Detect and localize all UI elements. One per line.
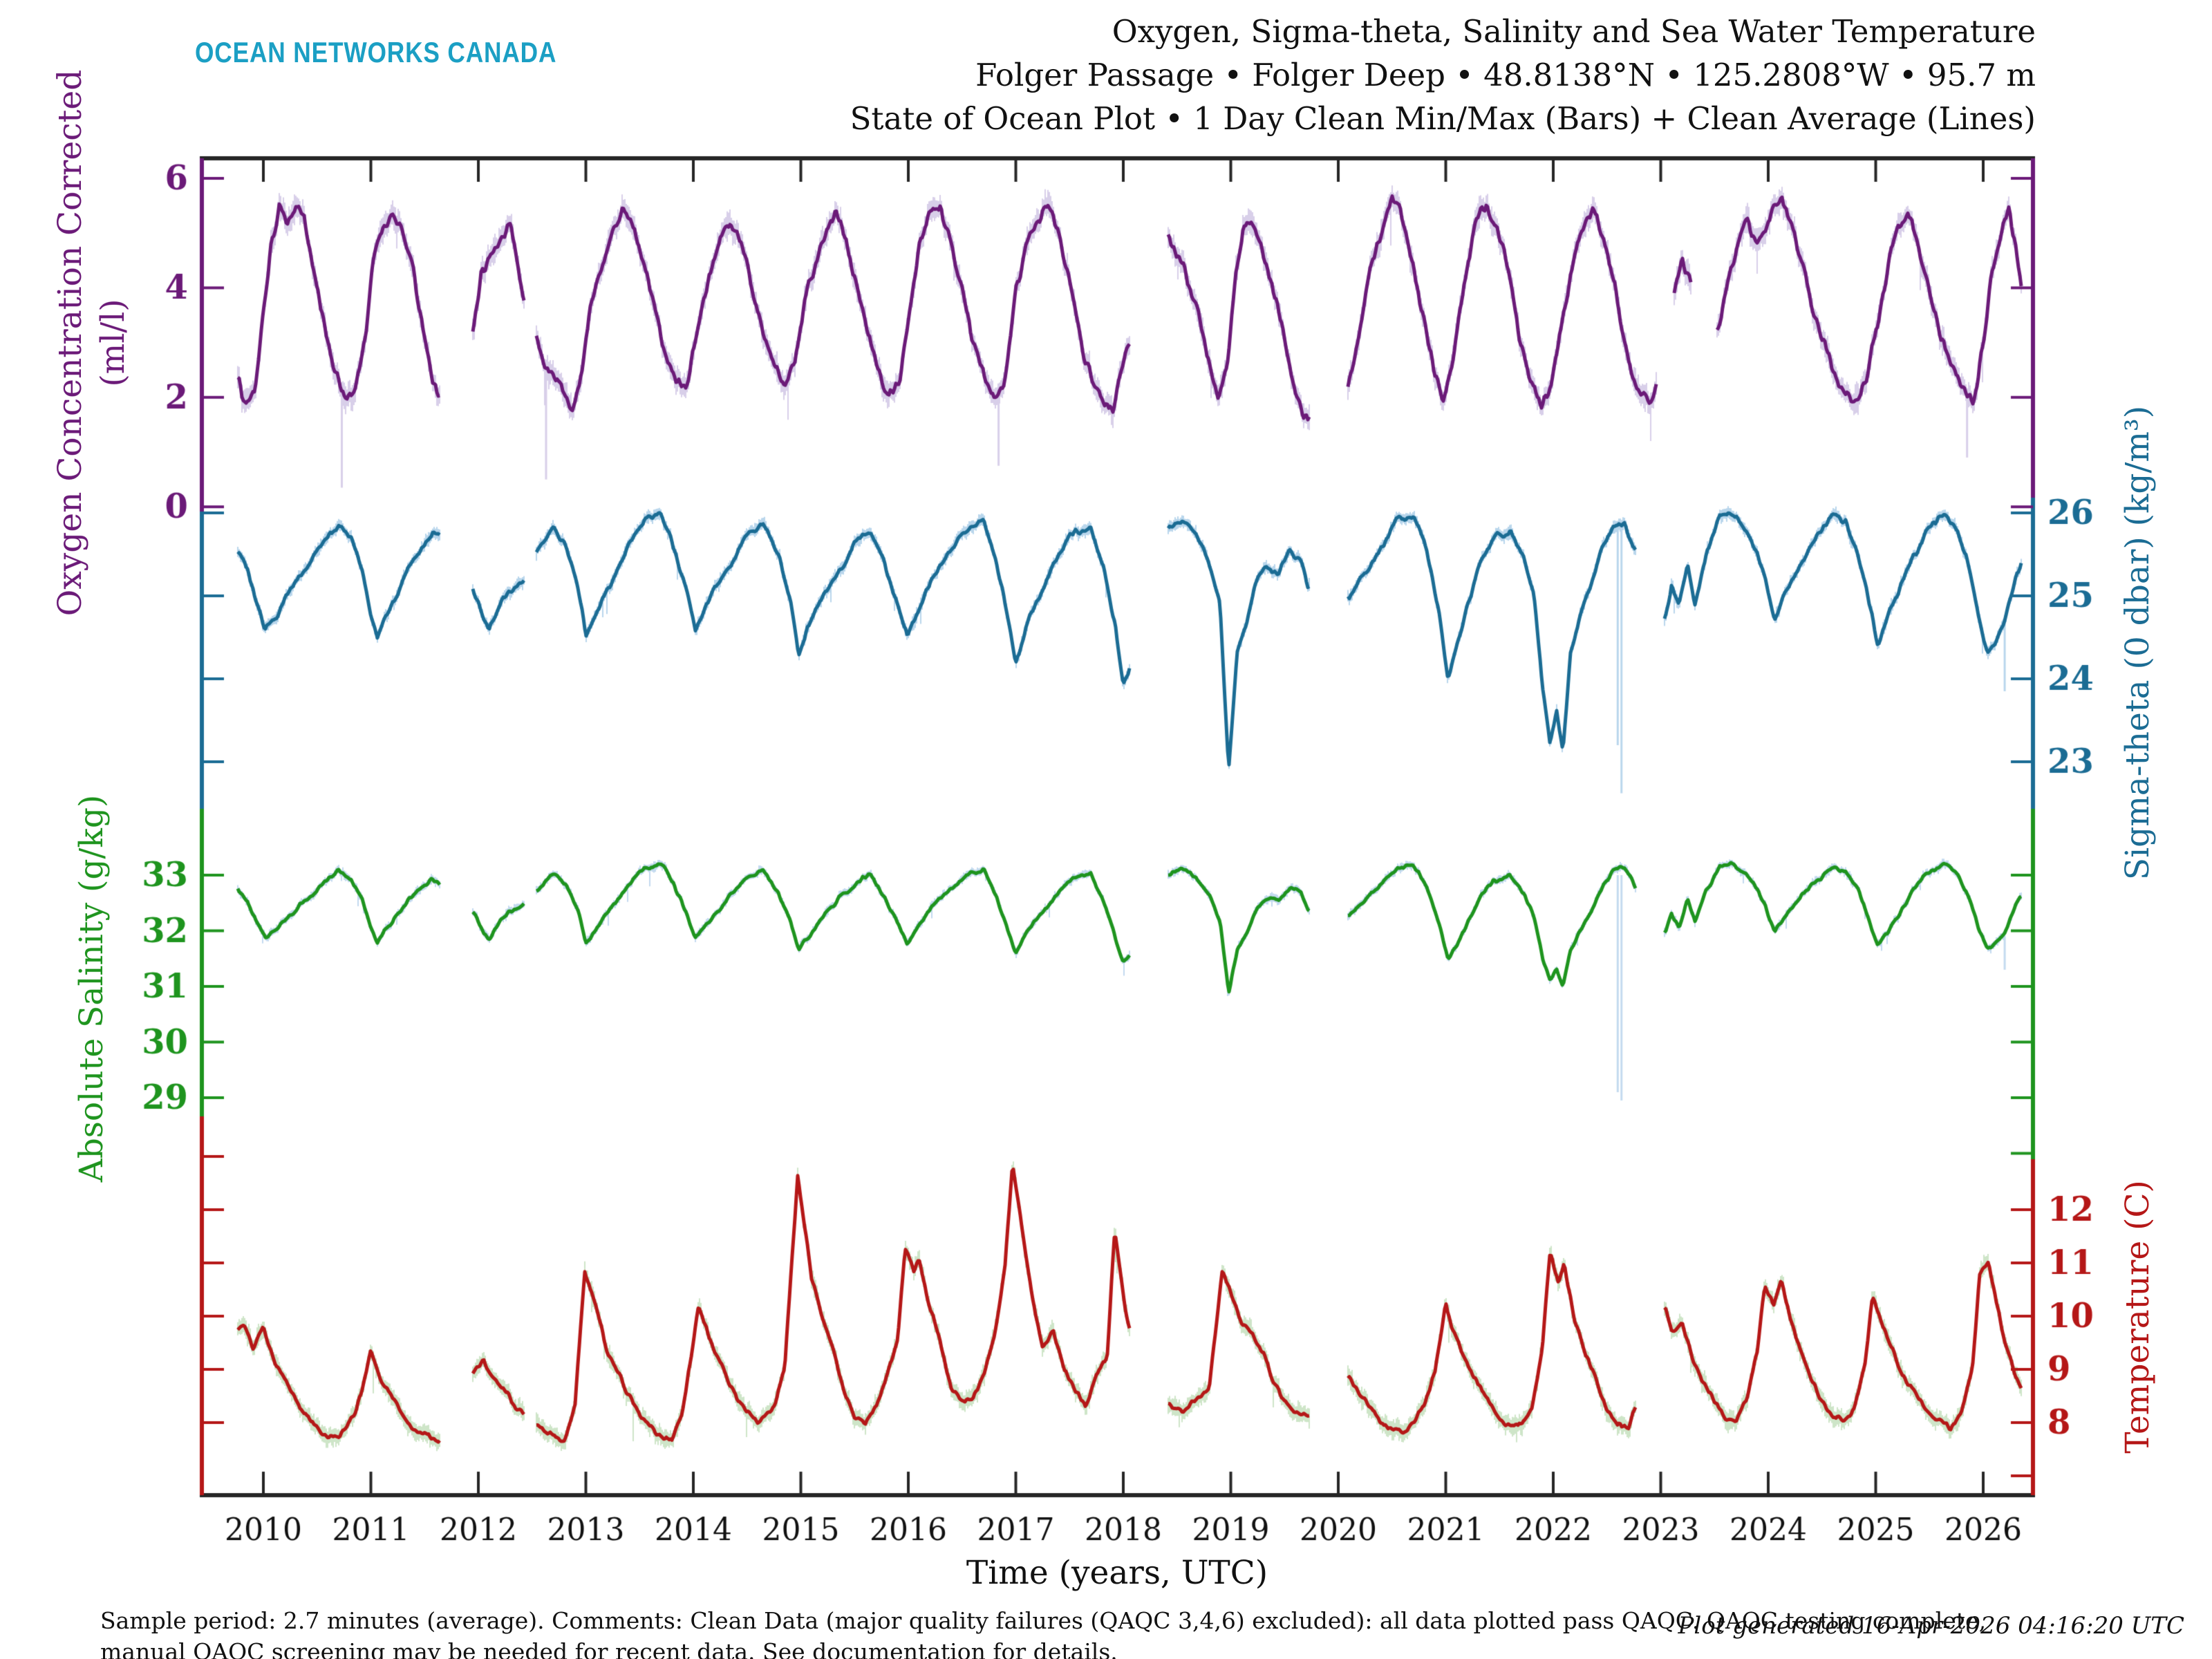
- oxygen-axis-label-line1: Oxygen Concentration Corrected: [51, 69, 89, 617]
- caption-text: Sample period: 2.7 minutes (average). Co…: [100, 1605, 1986, 1659]
- plot-generated-timestamp: Plot generated 16-Apr-2026 04:16:20 UTC: [1678, 1612, 2184, 1640]
- oxygen-axis-label: Oxygen Concentration Corrected (ml/l): [49, 70, 135, 617]
- caption-line-2: manual QAQC screening may be needed for …: [100, 1638, 1118, 1659]
- salinity-axis-label: Absolute Salinity (g/kg): [73, 794, 111, 1183]
- sigma-theta-axis-label: Sigma-theta (0 dbar) (kg/m³): [2119, 405, 2157, 881]
- oxygen-axis-label-line2: (ml/l): [94, 299, 132, 387]
- temperature-axis-label: Temperature (C): [2119, 1180, 2157, 1454]
- caption-line-1: Sample period: 2.7 minutes (average). Co…: [100, 1607, 1987, 1634]
- x-axis-label: Time (years, UTC): [966, 1554, 1268, 1592]
